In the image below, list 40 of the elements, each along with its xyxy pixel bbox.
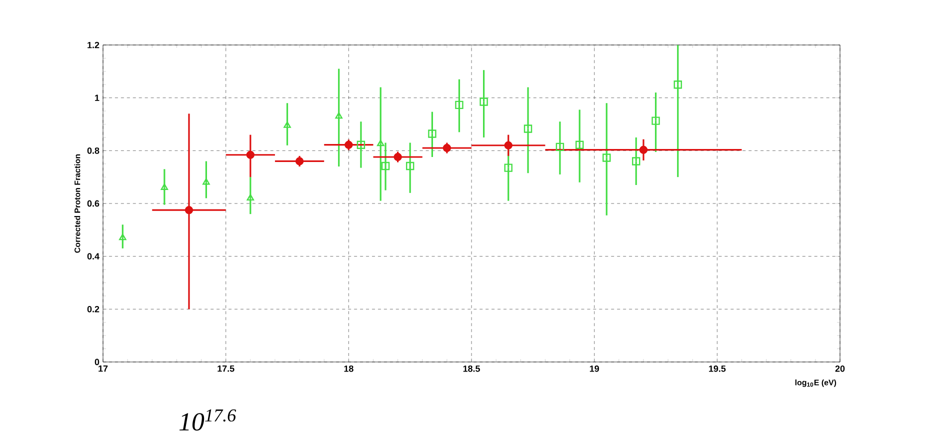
point (632, 157, 640, 166)
point (406, 162, 414, 170)
y-tick-label: 1.2 (88, 42, 100, 48)
point (480, 98, 488, 106)
point (202, 178, 210, 185)
point (160, 184, 168, 190)
point (455, 100, 464, 110)
x-tick-label: 17.5 (218, 366, 234, 372)
x-tick-label: 20 (835, 366, 845, 372)
point (119, 234, 126, 240)
point (356, 140, 366, 149)
point (246, 150, 255, 159)
point (428, 130, 436, 138)
point (576, 140, 584, 149)
y-tick-label: 0.8 (87, 147, 100, 154)
x-tick-label: 19 (590, 366, 599, 372)
point (556, 142, 564, 152)
point (381, 162, 390, 170)
point (602, 154, 611, 162)
x-tick-label: 18.5 (463, 366, 480, 372)
y-tick-label: 0.6 (87, 200, 100, 207)
point (284, 121, 291, 128)
point (504, 141, 512, 150)
y-tick-label: 0.2 (87, 306, 100, 312)
x-tick-label: 17 (98, 366, 108, 372)
point (524, 124, 532, 133)
point (246, 194, 254, 201)
point (335, 112, 342, 119)
point (184, 206, 194, 214)
text: 10$^{17.6}$ (179, 409, 236, 431)
point (674, 80, 682, 89)
point (639, 146, 648, 154)
point (652, 116, 660, 125)
y-tick-label: 0.4 (87, 253, 100, 260)
x-tick-label: 18 (344, 366, 354, 372)
point (504, 164, 512, 172)
y-tick-label: 1 (95, 94, 100, 101)
x-tick-label: 19.5 (709, 366, 726, 372)
point (376, 140, 384, 146)
y-tick-label: 0 (94, 358, 100, 366)
